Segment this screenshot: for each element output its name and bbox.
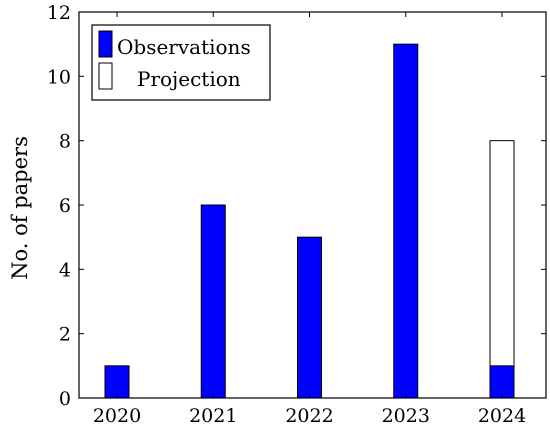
legend-label-projection: Projection: [137, 67, 241, 91]
bar-observations-2023: [393, 43, 419, 399]
legend-box: [91, 24, 271, 101]
legend-swatch-projection: [98, 62, 113, 90]
legend: Observations Projection: [91, 24, 271, 101]
x-tick-label-2024: 2024: [478, 405, 526, 427]
bar-projection-2024: [489, 140, 515, 399]
y-tick-label-12: 12: [47, 2, 71, 24]
x-tick-label-2020: 2020: [93, 405, 141, 427]
x-tick-label-2021: 2021: [189, 405, 237, 427]
legend-label-observations: Observations: [117, 35, 251, 59]
y-tick-label-0: 0: [59, 388, 71, 410]
bar-observations-2022: [297, 236, 322, 399]
y-tick-label-2: 2: [59, 324, 71, 346]
y-axis-label: No. of papers: [8, 136, 32, 280]
x-tick-label-2023: 2023: [382, 405, 430, 427]
y-ticks-group: 0 2 4 6 8 10 12: [47, 2, 546, 410]
legend-swatch-observations: [98, 30, 113, 58]
y-tick-label-6: 6: [59, 195, 71, 217]
x-ticks-group: 2020 2021 2022 2023 2024: [93, 12, 526, 427]
y-tick-label-4: 4: [59, 259, 71, 281]
y-tick-label-10: 10: [47, 66, 71, 88]
x-tick-label-2022: 2022: [285, 405, 333, 427]
y-tick-label-8: 8: [59, 131, 71, 153]
bar-observations-2021: [200, 204, 226, 399]
bar-observations-2024: [489, 365, 515, 399]
